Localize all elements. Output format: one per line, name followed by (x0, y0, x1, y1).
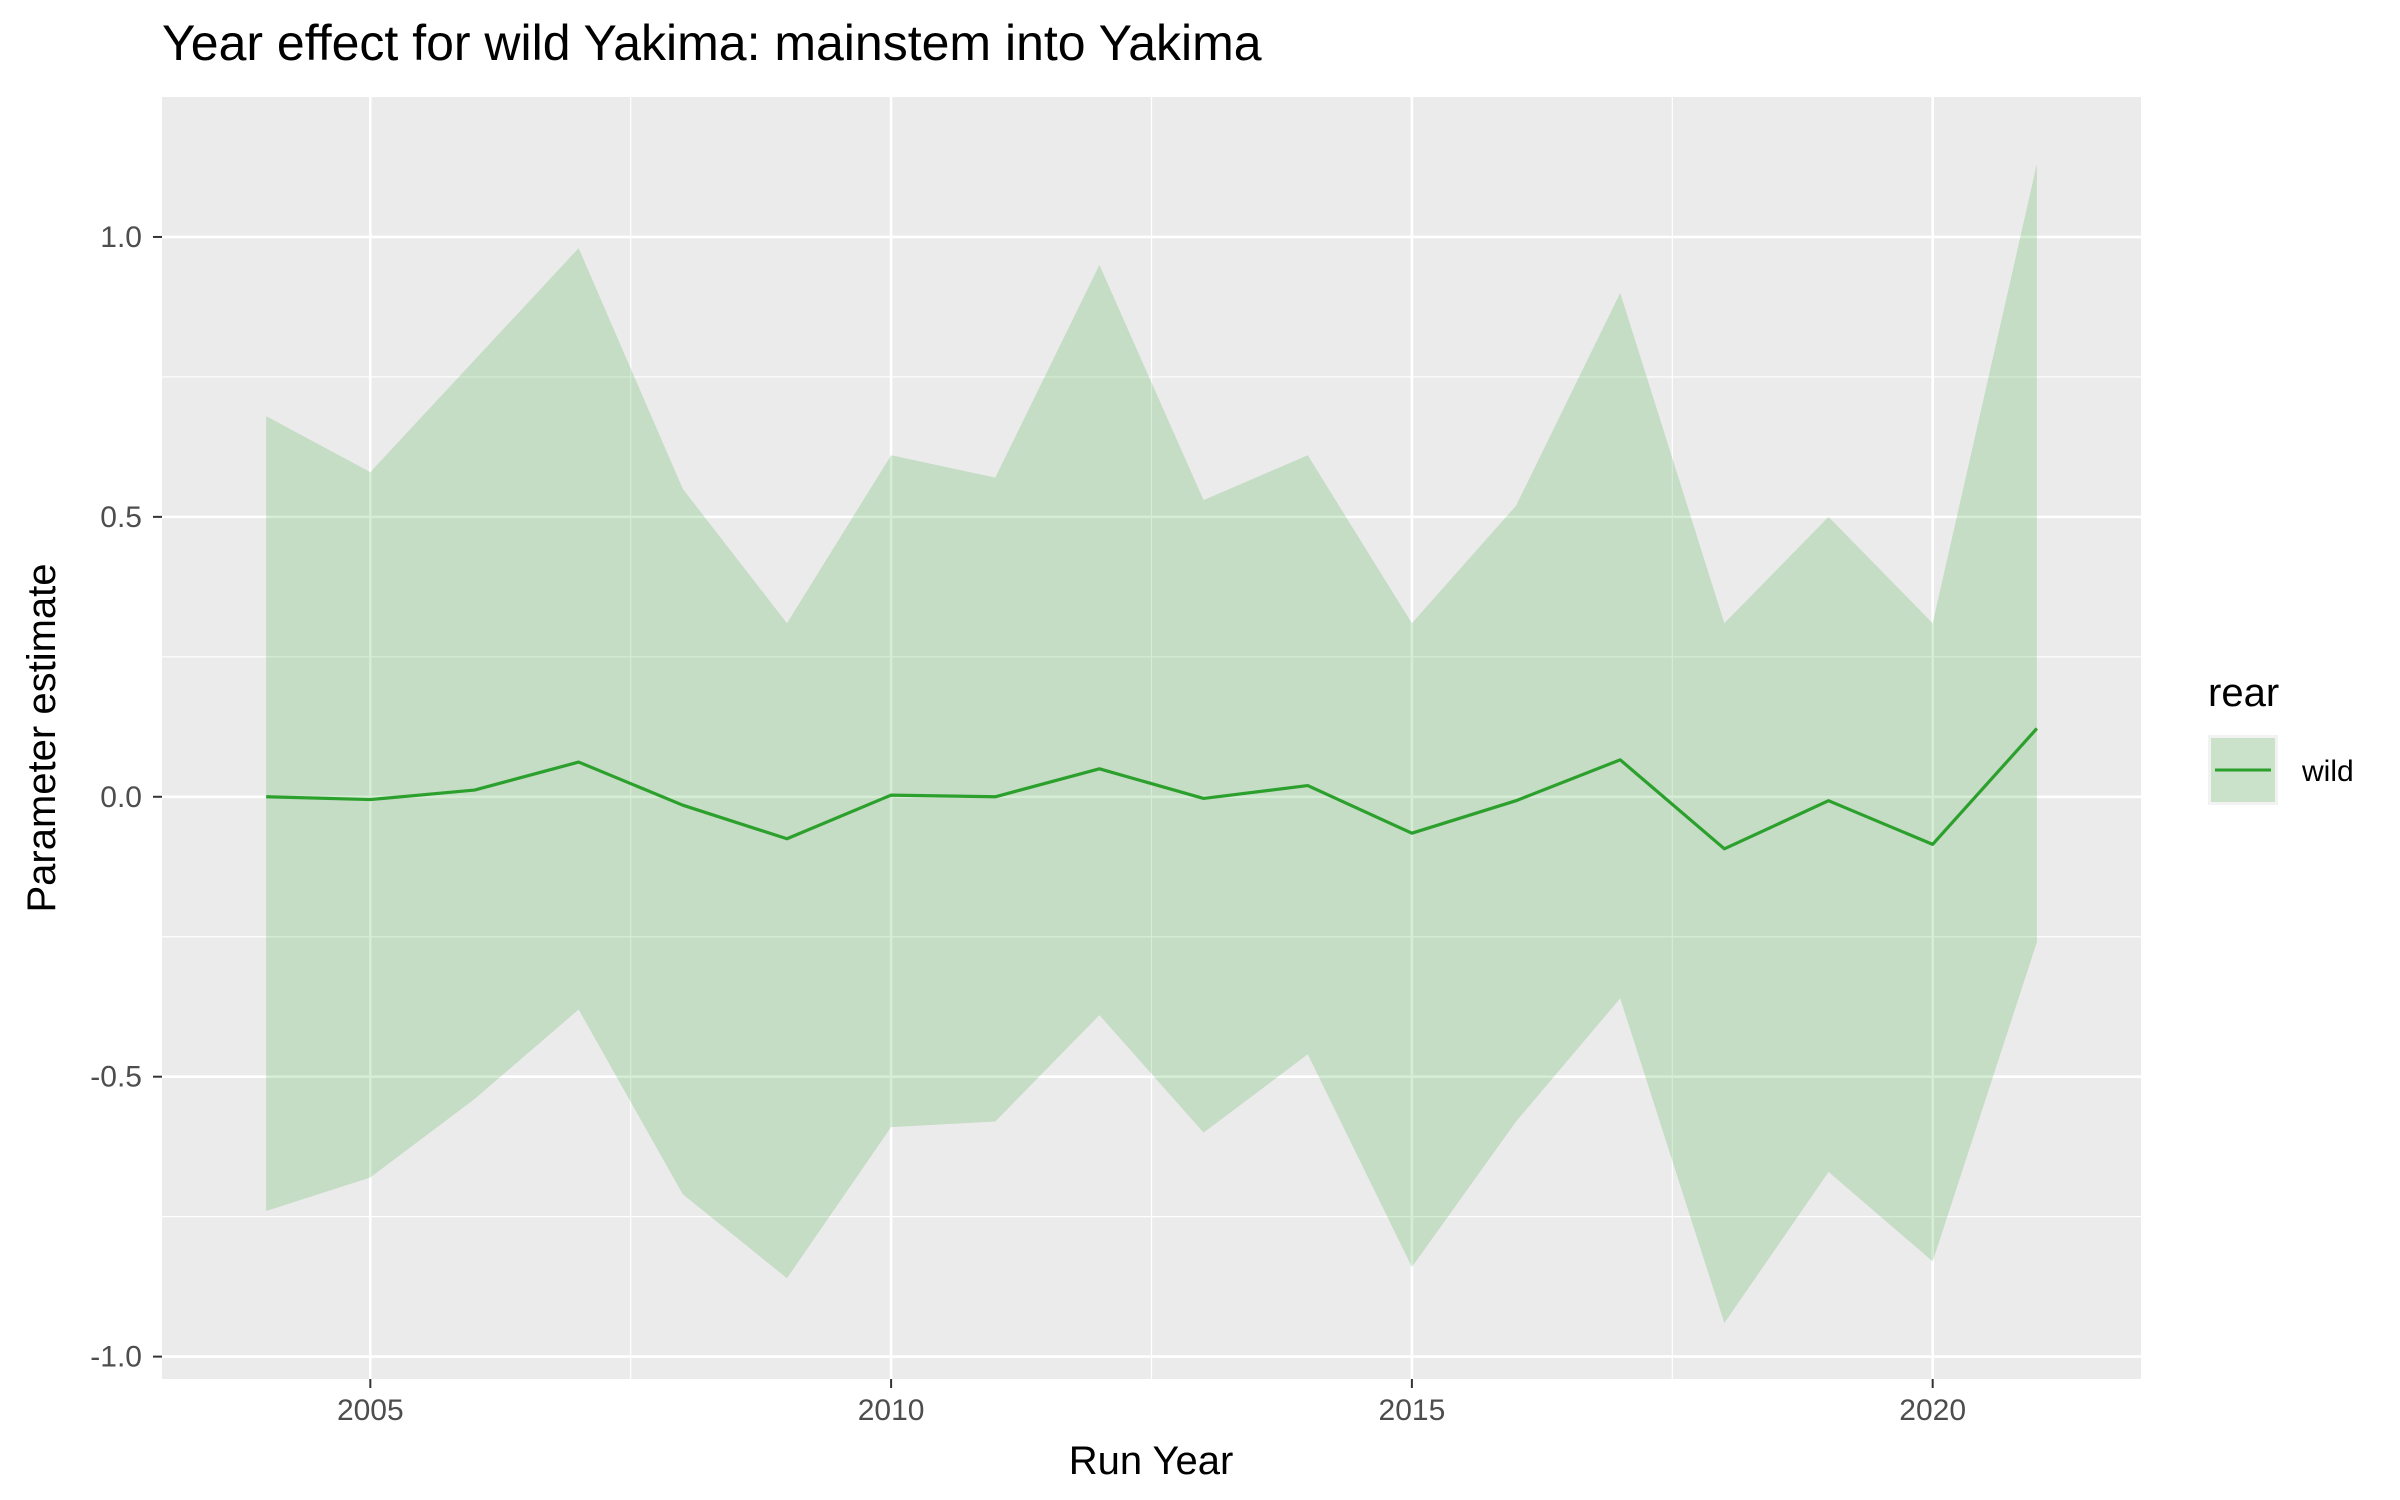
y-tick-label: -1.0 (90, 1341, 142, 1374)
y-tick-label: -0.5 (90, 1061, 142, 1094)
ribbon-wild (266, 164, 2037, 1324)
chart-title: Year effect for wild Yakima: mainstem in… (162, 15, 1262, 71)
y-axis-title: Parameter estimate (20, 563, 64, 912)
x-tick-label: 2005 (337, 1394, 404, 1427)
y-axis: 1.0 0.5 0.0 -0.5 -1.0 (90, 221, 162, 1374)
x-tick-label: 2020 (1899, 1394, 1966, 1427)
series-lines (266, 727, 2039, 851)
x-tick-label: 2015 (1379, 1394, 1446, 1427)
x-axis-title: Run Year (1069, 1439, 1234, 1483)
x-tick-label: 2010 (858, 1394, 925, 1427)
y-tick-label: 0.0 (100, 781, 142, 814)
minor-gridlines (162, 97, 2141, 1379)
legend: rear wild (2208, 671, 2354, 805)
legend-label-wild: wild (2301, 755, 2354, 788)
y-tick-label: 1.0 (100, 221, 142, 254)
confidence-ribbons (266, 164, 2037, 1324)
major-gridlines (162, 97, 2141, 1379)
series-line-wild (266, 727, 2039, 851)
y-tick-label: 0.5 (100, 501, 142, 534)
x-axis: 2005 2010 2015 2020 (337, 1379, 1966, 1427)
legend-title: rear (2208, 671, 2279, 715)
